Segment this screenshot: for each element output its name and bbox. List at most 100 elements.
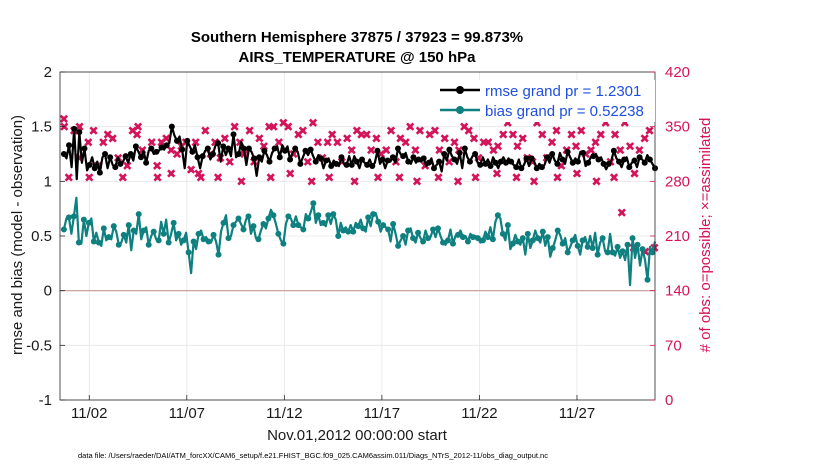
rmse-point bbox=[590, 153, 597, 160]
obs-marker bbox=[453, 177, 463, 186]
obs-dot bbox=[188, 167, 194, 172]
rmse-point bbox=[132, 143, 139, 150]
chart-subtitle: AIRS_TEMPERATURE @ 150 hPa bbox=[239, 49, 477, 66]
bias-point bbox=[175, 230, 182, 237]
rmse-point bbox=[353, 158, 360, 165]
x-axis-label: Nov.01,2012 00:00:00 start bbox=[267, 427, 448, 444]
bias-point bbox=[215, 251, 222, 258]
bias-point bbox=[125, 222, 132, 229]
obs-dot bbox=[86, 140, 91, 145]
obs-dot bbox=[309, 179, 314, 184]
bias-point bbox=[350, 228, 357, 235]
left-tick-label: 0 bbox=[44, 283, 52, 300]
right-axis-ticks: 0 70 140 210 280 350 420 bbox=[650, 64, 690, 409]
obs-marker bbox=[411, 145, 420, 155]
obs-dot bbox=[232, 124, 237, 129]
obs-marker bbox=[553, 173, 562, 182]
obs-marker bbox=[266, 173, 275, 182]
obs-dot bbox=[315, 140, 321, 145]
obs-marker bbox=[547, 138, 557, 147]
legend-rmse-label: rmse grand pr = 1.2301 bbox=[485, 83, 641, 100]
obs-dot bbox=[105, 132, 110, 137]
obs-dot bbox=[61, 116, 67, 122]
obs-marker bbox=[596, 130, 605, 139]
bias-point bbox=[360, 225, 367, 232]
bias-point bbox=[420, 238, 427, 245]
rmse-point bbox=[564, 148, 571, 155]
bias-point bbox=[330, 211, 337, 218]
bias-point bbox=[624, 241, 631, 248]
obs-marker bbox=[167, 169, 176, 178]
obs-dot bbox=[501, 132, 506, 137]
rmse-point bbox=[605, 160, 612, 167]
obs-dot bbox=[310, 120, 316, 125]
bias-point bbox=[469, 234, 476, 241]
rmse-point bbox=[256, 154, 263, 161]
bias-point bbox=[160, 230, 167, 237]
obs-dot bbox=[594, 179, 599, 184]
rmse-point bbox=[230, 131, 237, 138]
obs-marker bbox=[471, 173, 480, 182]
obs-marker bbox=[84, 138, 93, 147]
obs-marker bbox=[85, 173, 94, 182]
bias-point bbox=[599, 235, 606, 242]
obs-marker bbox=[64, 173, 73, 182]
rmse-point bbox=[66, 142, 73, 149]
rmse-point bbox=[153, 148, 160, 155]
bias-point bbox=[310, 200, 317, 207]
rmse-point bbox=[184, 137, 191, 144]
bias-point bbox=[619, 248, 626, 255]
obs-marker bbox=[610, 130, 620, 139]
obs-marker bbox=[186, 165, 196, 174]
rmse-point bbox=[179, 146, 186, 153]
obs-marker bbox=[373, 173, 383, 182]
bias-point bbox=[400, 233, 407, 239]
obs-marker bbox=[592, 177, 601, 186]
rmse-point bbox=[317, 155, 324, 162]
rmse-point bbox=[538, 164, 545, 171]
rmse-point bbox=[528, 155, 535, 162]
obs-dot bbox=[378, 151, 384, 157]
obs-dot bbox=[397, 175, 402, 180]
obs-dot bbox=[383, 147, 389, 153]
right-tick-label: 350 bbox=[665, 119, 690, 136]
rmse-point bbox=[297, 160, 304, 167]
obs-dot bbox=[398, 136, 403, 141]
bias-point bbox=[539, 228, 546, 235]
obs-marker bbox=[201, 126, 210, 135]
bias-point bbox=[290, 222, 297, 229]
obs-marker bbox=[328, 130, 337, 139]
rmse-point bbox=[60, 151, 67, 157]
x-tick-label: 11/02 bbox=[71, 405, 107, 422]
obs-dot bbox=[647, 128, 652, 133]
bias-point bbox=[300, 226, 307, 233]
obs-dot bbox=[364, 132, 369, 137]
obs-dot bbox=[611, 175, 617, 180]
obs-marker bbox=[469, 134, 479, 143]
bias-point bbox=[430, 226, 437, 233]
obs-dot bbox=[325, 140, 330, 145]
bias-point bbox=[90, 238, 97, 245]
obs-dot bbox=[437, 147, 442, 153]
obs-dot bbox=[612, 132, 618, 137]
rmse-point bbox=[621, 156, 628, 163]
rmse-point bbox=[554, 160, 561, 167]
bias-point bbox=[454, 231, 461, 238]
x-tick-label: 11/22 bbox=[461, 405, 497, 422]
obs-dot bbox=[239, 179, 244, 184]
rmse-point bbox=[405, 158, 412, 165]
obs-marker bbox=[586, 145, 596, 155]
obs-marker bbox=[567, 130, 576, 139]
obs-marker bbox=[625, 142, 635, 151]
rmse-point bbox=[472, 151, 479, 157]
obs-marker bbox=[630, 169, 639, 178]
obs-marker bbox=[434, 173, 443, 182]
x-axis-ticks: 11/02 11/07 11/12 11/17 11/22 11/27 bbox=[71, 395, 595, 422]
obs-marker bbox=[162, 134, 171, 143]
bias-point bbox=[569, 237, 576, 244]
obs-dot bbox=[632, 171, 637, 176]
bias-point bbox=[260, 220, 267, 227]
obs-dot bbox=[168, 147, 174, 153]
obs-dot bbox=[368, 147, 374, 153]
